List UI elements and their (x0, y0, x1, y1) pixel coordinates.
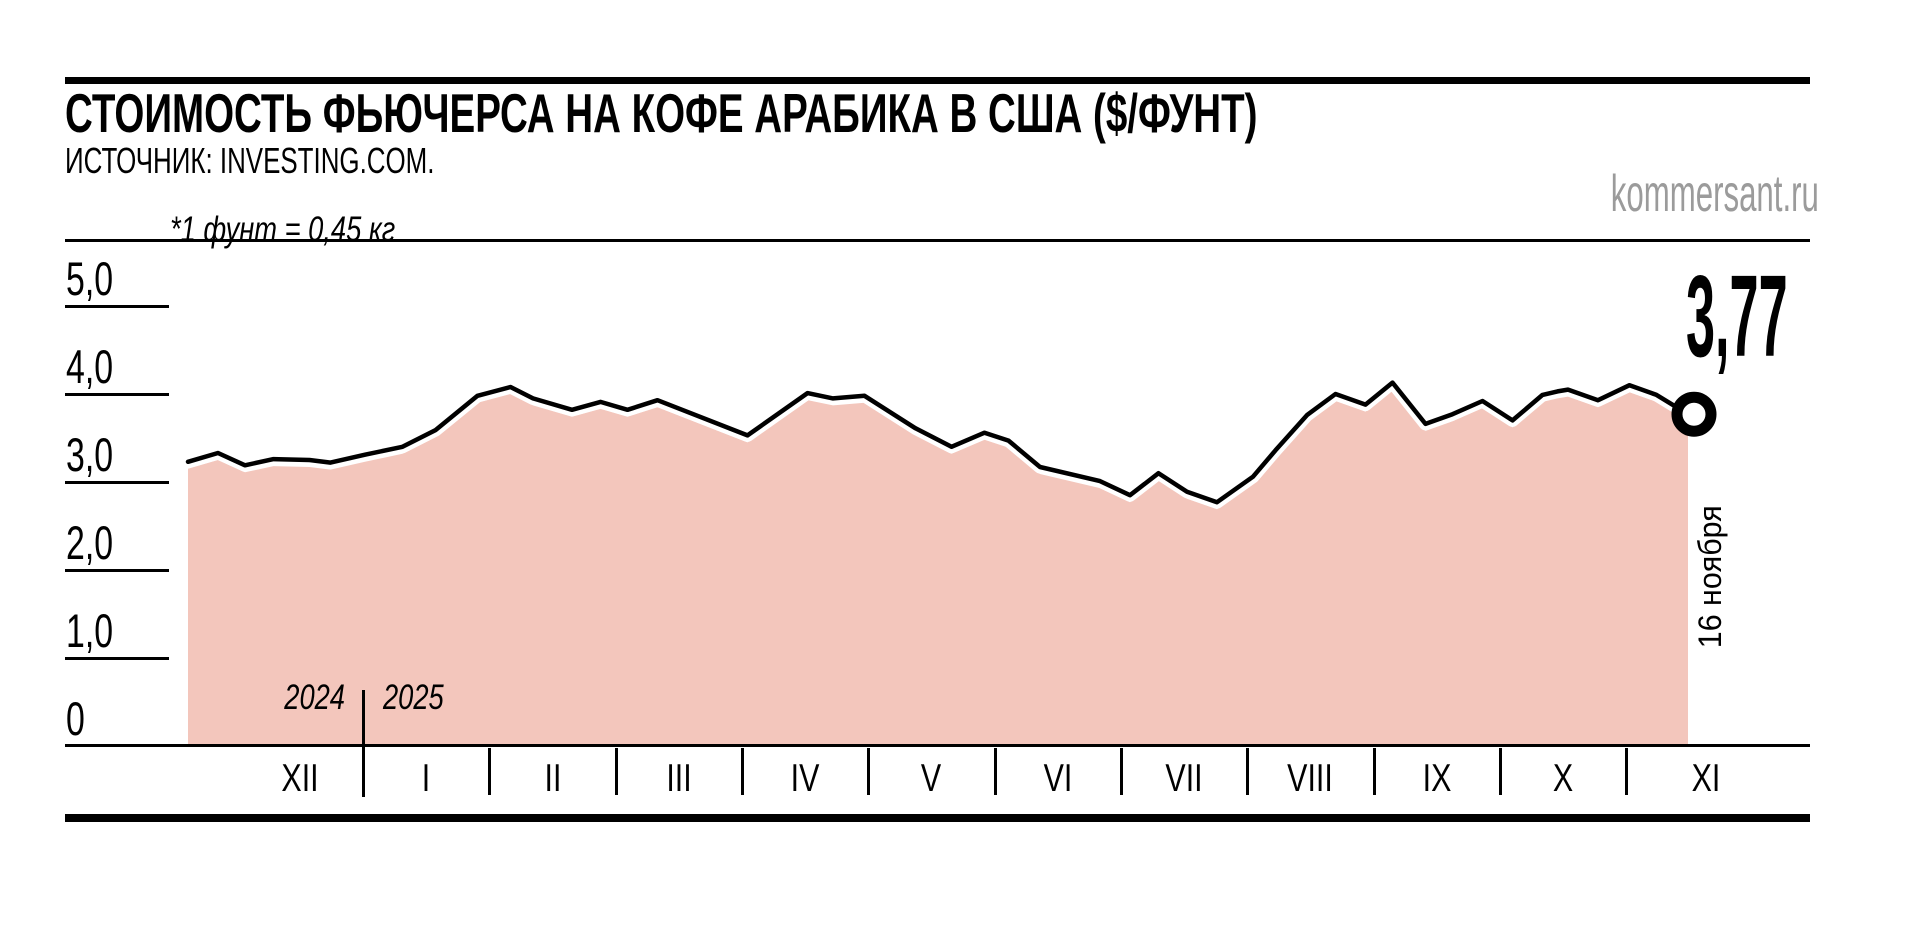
month-tick (994, 748, 997, 795)
month-tick (615, 748, 618, 795)
y-axis-tick (65, 305, 169, 308)
month-label: VI (1043, 757, 1073, 800)
month-label: IX (1422, 757, 1452, 800)
month-label: XI (1691, 757, 1721, 800)
page-title: СТОИМОСТЬ ФЬЮЧЕРСА НА КОФЕ АРАБИКА В США… (65, 82, 1258, 144)
y-axis-tick (65, 393, 169, 396)
y-axis-tick (65, 569, 169, 572)
last-value-label: 3,77 (1686, 251, 1788, 381)
month-tick (741, 748, 744, 795)
price-line (185, 380, 1691, 505)
month-tick (867, 748, 870, 795)
last-date-label: 16 ноября (1692, 505, 1728, 649)
last-point-marker (1671, 391, 1717, 437)
month-tick (1625, 748, 1628, 795)
y-axis-label: 4,0 (66, 340, 114, 393)
y-axis-label: 0 (66, 692, 85, 745)
year-label-2024: 2024 (284, 678, 345, 717)
month-label: VIII (1287, 757, 1333, 800)
month-label: XII (281, 757, 319, 800)
x-axis-baseline (65, 744, 1810, 747)
y-axis-label: 1,0 (66, 604, 114, 657)
month-label: VII (1165, 757, 1203, 800)
month-tick (488, 748, 491, 795)
plot-top-rule (65, 239, 1810, 242)
month-tick (1120, 748, 1123, 795)
top-bar (65, 77, 1810, 84)
y-axis-label: 3,0 (66, 428, 114, 481)
area-fill (188, 389, 1688, 746)
month-label: IV (790, 757, 820, 800)
month-label: I (421, 757, 431, 800)
year-label-2025: 2025 (383, 678, 444, 717)
price-area-chart (181, 376, 1717, 746)
unit-note: *1 фунт = 0,45 кг (170, 210, 396, 249)
bottom-bar (65, 814, 1810, 822)
month-label: V (920, 757, 942, 800)
month-label: II (544, 757, 562, 800)
month-label: III (666, 757, 692, 800)
y-axis-tick (65, 481, 169, 484)
y-axis-label: 2,0 (66, 516, 114, 569)
month-tick (1246, 748, 1249, 795)
kommersant-logo: kommersant.ru (1610, 165, 1819, 223)
month-label: X (1552, 757, 1574, 800)
month-tick (1373, 748, 1376, 795)
source-label: ИСТОЧНИК: INVESTING.COM. (65, 140, 435, 181)
y-axis-label: 5,0 (66, 252, 114, 305)
y-axis-tick (65, 657, 169, 660)
month-tick (1499, 748, 1502, 795)
year-divider-line (362, 690, 365, 797)
